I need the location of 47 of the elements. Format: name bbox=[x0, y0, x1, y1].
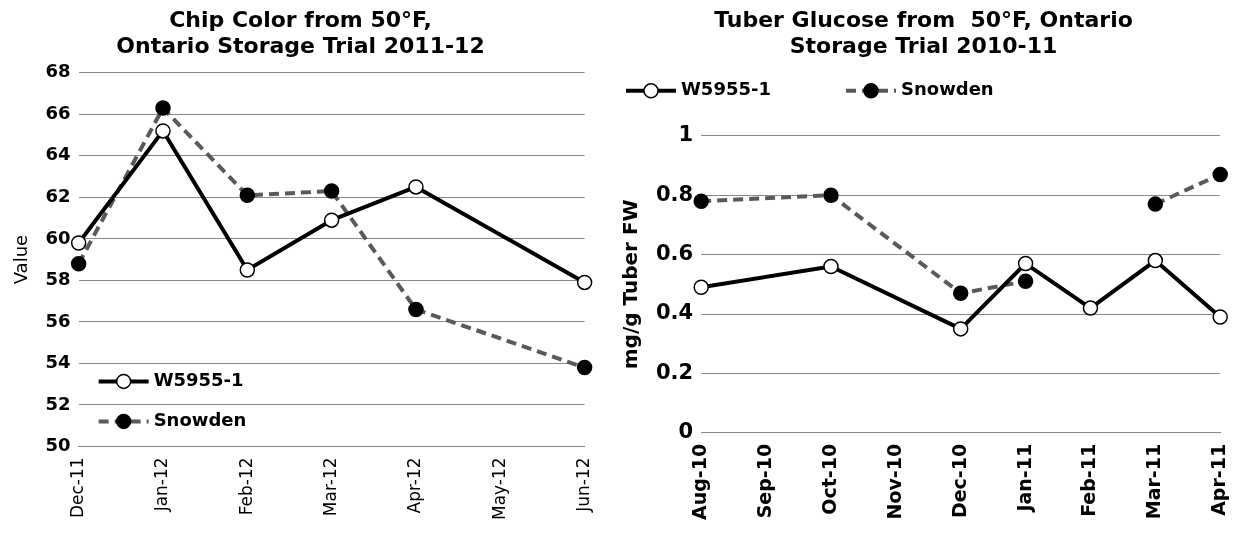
y-tick-label: 1 bbox=[678, 122, 694, 147]
y-axis-title: Value bbox=[10, 234, 32, 285]
y-tick-label: 0.2 bbox=[656, 359, 694, 384]
y-tick-label: 0 bbox=[678, 419, 694, 444]
x-tick-label: Dec-11 bbox=[67, 457, 88, 519]
y-tick-label: 58 bbox=[45, 268, 71, 290]
text: Storage Trial 2010-11 bbox=[789, 33, 1058, 59]
x-tick-label: Jan-12 bbox=[151, 457, 172, 513]
x-tick-label: Feb-12 bbox=[235, 457, 256, 516]
point bbox=[323, 212, 340, 228]
point bbox=[239, 262, 256, 278]
y-tick-label: 66 bbox=[45, 101, 71, 123]
point bbox=[408, 179, 424, 195]
y-tick-label: 68 bbox=[45, 60, 71, 82]
x-tick-label: Feb-11 bbox=[1077, 443, 1100, 517]
x-tick-label: Mar-12 bbox=[320, 457, 341, 517]
y-tick-label: 52 bbox=[45, 392, 71, 414]
x-tick-label: May-12 bbox=[488, 457, 509, 521]
text: Chip Color from 50°F, bbox=[169, 6, 432, 32]
y-axis-title: mg/g Tuber FW bbox=[618, 199, 643, 370]
x-tick-label: Dec-10 bbox=[947, 443, 970, 519]
y-tick-label: 50 bbox=[45, 434, 71, 456]
y-tick-label: 64 bbox=[45, 143, 71, 165]
x-tick-label: Aug-10 bbox=[688, 443, 711, 521]
y-tick-label: 62 bbox=[45, 185, 71, 206]
y-tick-label: 60 bbox=[45, 226, 71, 248]
text: Ontario Storage Trial 2011-12 bbox=[116, 33, 485, 59]
point bbox=[70, 235, 87, 251]
y-tick-label: 0.8 bbox=[656, 181, 694, 206]
y-tick-label: 54 bbox=[45, 351, 71, 373]
x-tick-label: Mar-11 bbox=[1142, 443, 1165, 520]
x-tick-label: Apr-12 bbox=[404, 457, 425, 514]
x-tick-label: Sep-10 bbox=[753, 443, 776, 519]
legend-label: W5955-1 bbox=[681, 78, 771, 100]
x-tick-label: Jun-12 bbox=[573, 457, 594, 513]
y-tick-label: 56 bbox=[45, 309, 71, 331]
legend-label: W5955-1 bbox=[153, 369, 244, 391]
legend-label: Snowden bbox=[901, 78, 994, 100]
legend-label: Snowden bbox=[153, 409, 247, 431]
x-tick-label: Apr-11 bbox=[1207, 443, 1230, 516]
x-tick-label: Jan-11 bbox=[1012, 443, 1035, 514]
y-tick-label: 0.4 bbox=[656, 300, 694, 325]
y-tick-label: 0.6 bbox=[656, 241, 694, 266]
x-tick-label: Nov-10 bbox=[882, 443, 905, 520]
text: Tuber Glucose from 50°F, Ontario bbox=[714, 6, 1133, 32]
x-tick-label: Oct-10 bbox=[817, 443, 840, 515]
point bbox=[155, 123, 171, 139]
